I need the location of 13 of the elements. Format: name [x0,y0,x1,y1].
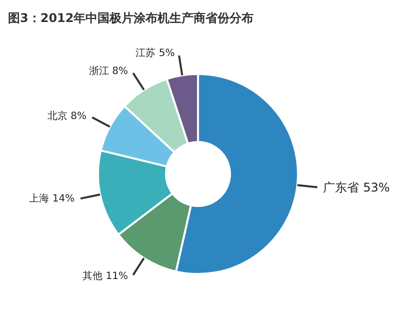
data-label: 8% [70,110,86,122]
data-label: 11% [106,271,128,282]
data-label: 5% [158,48,175,60]
slice-label: 浙江 [88,66,109,77]
data-label: 53% [363,180,390,195]
slice-label: 其他 [82,271,103,282]
data-label: 8% [112,66,128,77]
slice-label: 北京 [47,110,68,122]
slice-label: 上海 [29,193,50,204]
chart-title: 图3：2012年中国极片涂布机生产商省份分布 [8,10,255,27]
slice-label: 江苏 [136,48,156,60]
slice-label: 广东省 [323,180,360,195]
data-label: 14% [52,193,75,204]
